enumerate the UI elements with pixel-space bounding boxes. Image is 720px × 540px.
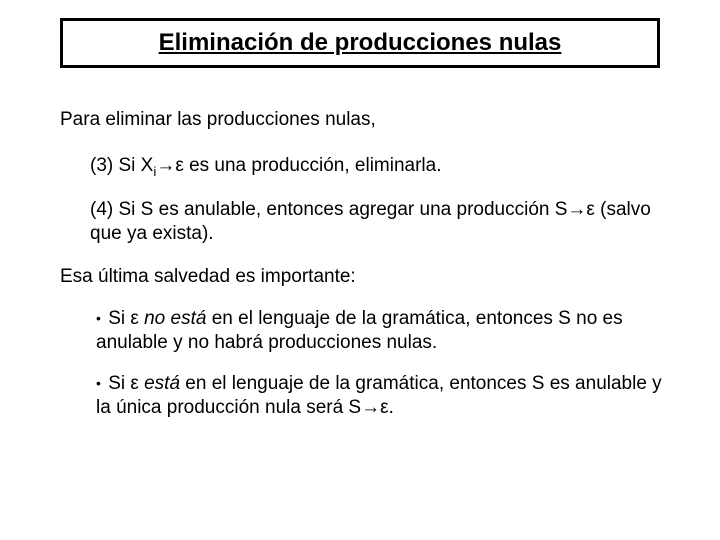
caveat-text: Esa última salvedad es importante: xyxy=(60,265,670,289)
step-3: (3) Si Xi→ε es una producción, eliminarl… xyxy=(90,154,670,180)
title-box: Eliminación de producciones nulas xyxy=(60,18,660,68)
bullet2-part-a: Si ε xyxy=(108,373,144,394)
bullet-2: • Si ε está en el lenguaje de la gramáti… xyxy=(96,372,670,421)
step-4: (4) Si S es anulable, entonces agregar u… xyxy=(90,198,670,247)
page-title: Eliminación de producciones nulas xyxy=(159,29,562,56)
content-area: Para eliminar las producciones nulas, (3… xyxy=(60,108,670,436)
bullet-1: • Si ε no está en el lenguaje de la gram… xyxy=(96,307,670,356)
bullet-dot-icon: • xyxy=(96,310,101,326)
intro-text: Para eliminar las producciones nulas, xyxy=(60,108,670,132)
bullet2-italic: está xyxy=(144,373,180,394)
bullet1-part-a: Si ε xyxy=(108,308,144,329)
bullet2-part-b: en el lenguaje de la gramática, entonces… xyxy=(96,373,662,418)
bullet1-italic: no está xyxy=(144,308,206,329)
step3-part-b: →ε es una producción, eliminarla. xyxy=(156,155,441,176)
bullet-dot-icon: • xyxy=(96,375,101,391)
step3-part-a: (3) Si X xyxy=(90,155,153,176)
